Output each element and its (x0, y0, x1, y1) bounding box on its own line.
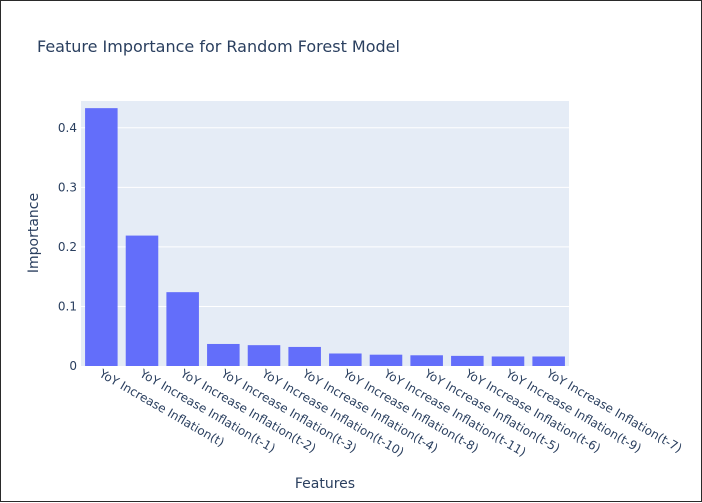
bar[interactable] (166, 292, 199, 366)
bar[interactable] (491, 356, 525, 366)
bar[interactable] (125, 235, 159, 366)
y-tick-label: 0.4 (58, 121, 77, 135)
bar[interactable] (288, 346, 321, 366)
y-tick-label: 0.1 (58, 299, 77, 313)
y-tick-label: 0.2 (58, 240, 77, 254)
bar[interactable] (451, 355, 484, 366)
plot-area (81, 101, 569, 366)
chart-title: Feature Importance for Random Forest Mod… (37, 37, 400, 56)
bar[interactable] (207, 343, 240, 366)
bar[interactable] (85, 108, 118, 367)
y-tick-label: 0 (69, 359, 77, 373)
bar[interactable] (329, 353, 362, 366)
bar[interactable] (532, 356, 565, 366)
gridlines (81, 127, 569, 307)
y-axis-title: Importance (26, 193, 42, 273)
y-axis-ticks: 0 0.1 0.2 0.3 0.4 (58, 121, 77, 373)
x-axis-title: Features (295, 476, 355, 492)
bar[interactable] (369, 354, 403, 366)
x-axis-ticks: YoY Increase Inflation(t)YoY Increase In… (96, 366, 684, 459)
bars (85, 108, 565, 367)
bar[interactable] (247, 345, 281, 366)
y-tick-label: 0.3 (58, 180, 77, 194)
bar[interactable] (410, 355, 443, 366)
